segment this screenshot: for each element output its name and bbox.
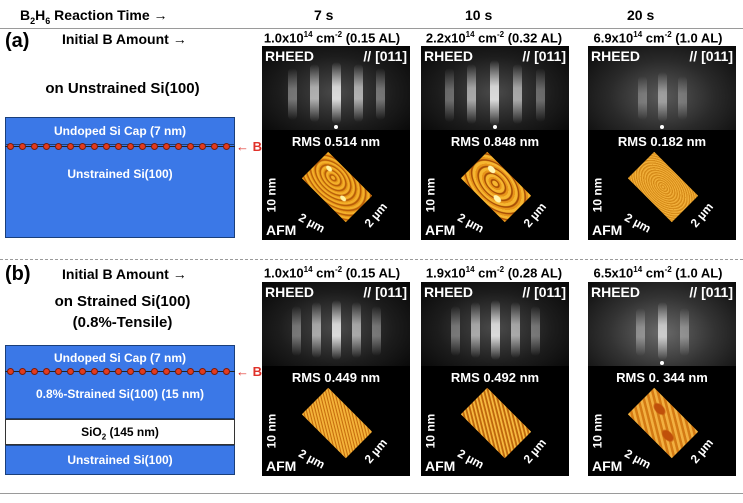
rheed-label: RHEED: [591, 48, 641, 64]
time-label-10s: 10 s: [465, 7, 493, 23]
row-b-title-line-1: on Strained Si(100): [54, 293, 191, 310]
afm-image: RMS 0.492 nm 10 nm 2 µm 2 µm AFM: [421, 368, 569, 476]
z-axis-label: 10 nm: [264, 177, 279, 213]
row-a-boron-layer: [5, 143, 235, 151]
direction-label: // [011]: [522, 48, 566, 64]
row-b-amount-2: 1.9x1014 cm-2 (0.28 AL): [425, 265, 563, 281]
rheed-image: RHEED // [011]: [588, 282, 736, 366]
x-axis-label: 2 µm: [296, 210, 328, 236]
afm-surface: [460, 387, 532, 459]
time-label-7s: 7 s: [314, 7, 334, 23]
direction-label: // [011]: [363, 284, 407, 300]
time-label-20s: 20 s: [627, 7, 655, 23]
afm-image: RMS 0.182 nm 10 nm 2 µm 2 µm AFM: [588, 132, 736, 240]
rms-value: RMS 0.182 nm: [617, 134, 707, 149]
row-a-tag: (a): [5, 30, 30, 52]
afm-surface: [301, 387, 373, 459]
afm-label: AFM: [266, 458, 297, 474]
afm-label: AFM: [592, 222, 623, 238]
direction-label: // [011]: [689, 48, 733, 64]
row-a-panel-1: RHEED // [011] RMS 0.514 nm 10 nm 2 µm 2…: [262, 46, 410, 240]
rms-value: RMS 0.492 nm: [450, 370, 540, 385]
rheed-label: RHEED: [424, 48, 474, 64]
header-divider: [0, 28, 743, 29]
row-a-amount-1: 1.0x1014 cm-2 (0.15 AL): [263, 30, 401, 46]
row-b-amount-label: Initial B Amount →: [62, 266, 187, 282]
rms-value: RMS 0.848 nm: [450, 134, 540, 149]
row-a-cap-layer: Undoped Si Cap (7 nm): [5, 117, 235, 145]
x-axis-label: 2 µm: [622, 446, 654, 472]
z-axis-label: 10 nm: [264, 413, 279, 449]
row-a-panel-2: RHEED // [011] RMS 0.848 nm 10 nm 2 µm 2…: [421, 46, 569, 240]
afm-surface: [460, 151, 532, 223]
y-axis-label: 2 µm: [361, 199, 391, 231]
afm-label: AFM: [266, 222, 297, 238]
x-axis-label: 2 µm: [296, 446, 328, 472]
row-a-boron-label: ← B: [236, 139, 262, 154]
row-b-amount-1: 1.0x1014 cm-2 (0.15 AL): [263, 265, 401, 281]
rheed-label: RHEED: [265, 48, 315, 64]
z-axis-label: 10 nm: [423, 177, 438, 213]
row-a-title: on Unstrained Si(100): [45, 80, 200, 97]
rms-value: RMS 0.514 nm: [291, 134, 381, 149]
afm-image: RMS 0.514 nm 10 nm 2 µm 2 µm AFM: [262, 132, 410, 240]
row-a-panel-3: RHEED // [011] RMS 0.182 nm 10 nm 2 µm 2…: [588, 46, 736, 240]
row-divider: [0, 259, 743, 260]
rheed-image: RHEED // [011]: [262, 46, 410, 130]
y-axis-label: 2 µm: [361, 435, 391, 467]
rheed-image: RHEED // [011]: [421, 46, 569, 130]
row-b-panel-3: RHEED // [011] RMS 0. 344 nm 10 nm 2 µm …: [588, 282, 736, 476]
z-axis-label: 10 nm: [590, 177, 605, 213]
row-b-strained-layer: 0.8%-Strained Si(100) (15 nm): [5, 372, 235, 419]
afm-image: RMS 0.449 nm 10 nm 2 µm 2 µm AFM: [262, 368, 410, 476]
row-b-panel-1: RHEED // [011] RMS 0.449 nm 10 nm 2 µm 2…: [262, 282, 410, 476]
row-a-amount-label: Initial B Amount →: [62, 31, 187, 47]
row-b-boron-label: ← B: [236, 364, 262, 379]
row-b-tag: (b): [5, 263, 31, 285]
rheed-label: RHEED: [265, 284, 315, 300]
rheed-label: RHEED: [424, 284, 474, 300]
y-axis-label: 2 µm: [687, 199, 717, 231]
afm-label: AFM: [592, 458, 623, 474]
x-axis-label: 2 µm: [622, 210, 654, 236]
rms-value: RMS 0.449 nm: [291, 370, 381, 385]
x-axis-label: 2 µm: [455, 446, 487, 472]
y-axis-label: 2 µm: [687, 435, 717, 467]
row-b-panel-2: RHEED // [011] RMS 0.492 nm 10 nm 2 µm 2…: [421, 282, 569, 476]
row-b-title-line-2: (0.8%-Tensile): [72, 314, 173, 331]
direction-label: // [011]: [363, 48, 407, 64]
afm-surface: [301, 151, 373, 223]
x-axis-label: 2 µm: [455, 210, 487, 236]
direction-label: // [011]: [522, 284, 566, 300]
bottom-divider: [0, 493, 743, 494]
row-a-substrate-layer: Unstrained Si(100): [5, 145, 235, 238]
row-b-substrate-layer: Unstrained Si(100): [5, 445, 235, 475]
y-axis-label: 2 µm: [520, 199, 550, 231]
y-axis-label: 2 µm: [520, 435, 550, 467]
row-b-cap-layer: Undoped Si Cap (7 nm): [5, 345, 235, 372]
rheed-label: RHEED: [591, 284, 641, 300]
afm-label: AFM: [425, 458, 456, 474]
z-axis-label: 10 nm: [590, 413, 605, 449]
row-a-amount-2: 2.2x1014 cm-2 (0.32 AL): [425, 30, 563, 46]
z-axis-label: 10 nm: [423, 413, 438, 449]
row-b-amount-3: 6.5x1014 cm-2 (1.0 AL): [593, 265, 723, 281]
afm-surface: [627, 387, 699, 459]
direction-label: // [011]: [689, 284, 733, 300]
afm-image: RMS 0. 344 nm 10 nm 2 µm 2 µm AFM: [588, 368, 736, 476]
row-a-amount-3: 6.9x1014 cm-2 (1.0 AL): [593, 30, 723, 46]
rheed-image: RHEED // [011]: [588, 46, 736, 130]
rms-value: RMS 0. 344 nm: [616, 370, 708, 385]
afm-surface: [627, 151, 699, 223]
row-b-oxide-layer: SiO2 (145 nm): [5, 419, 235, 445]
rheed-image: RHEED // [011]: [262, 282, 410, 366]
rheed-image: RHEED // [011]: [421, 282, 569, 366]
row-b-boron-layer: [5, 368, 235, 376]
afm-image: RMS 0.848 nm 10 nm 2 µm 2 µm AFM: [421, 132, 569, 240]
afm-label: AFM: [425, 222, 456, 238]
reaction-time-label: B2H6 Reaction Time →: [20, 7, 168, 26]
